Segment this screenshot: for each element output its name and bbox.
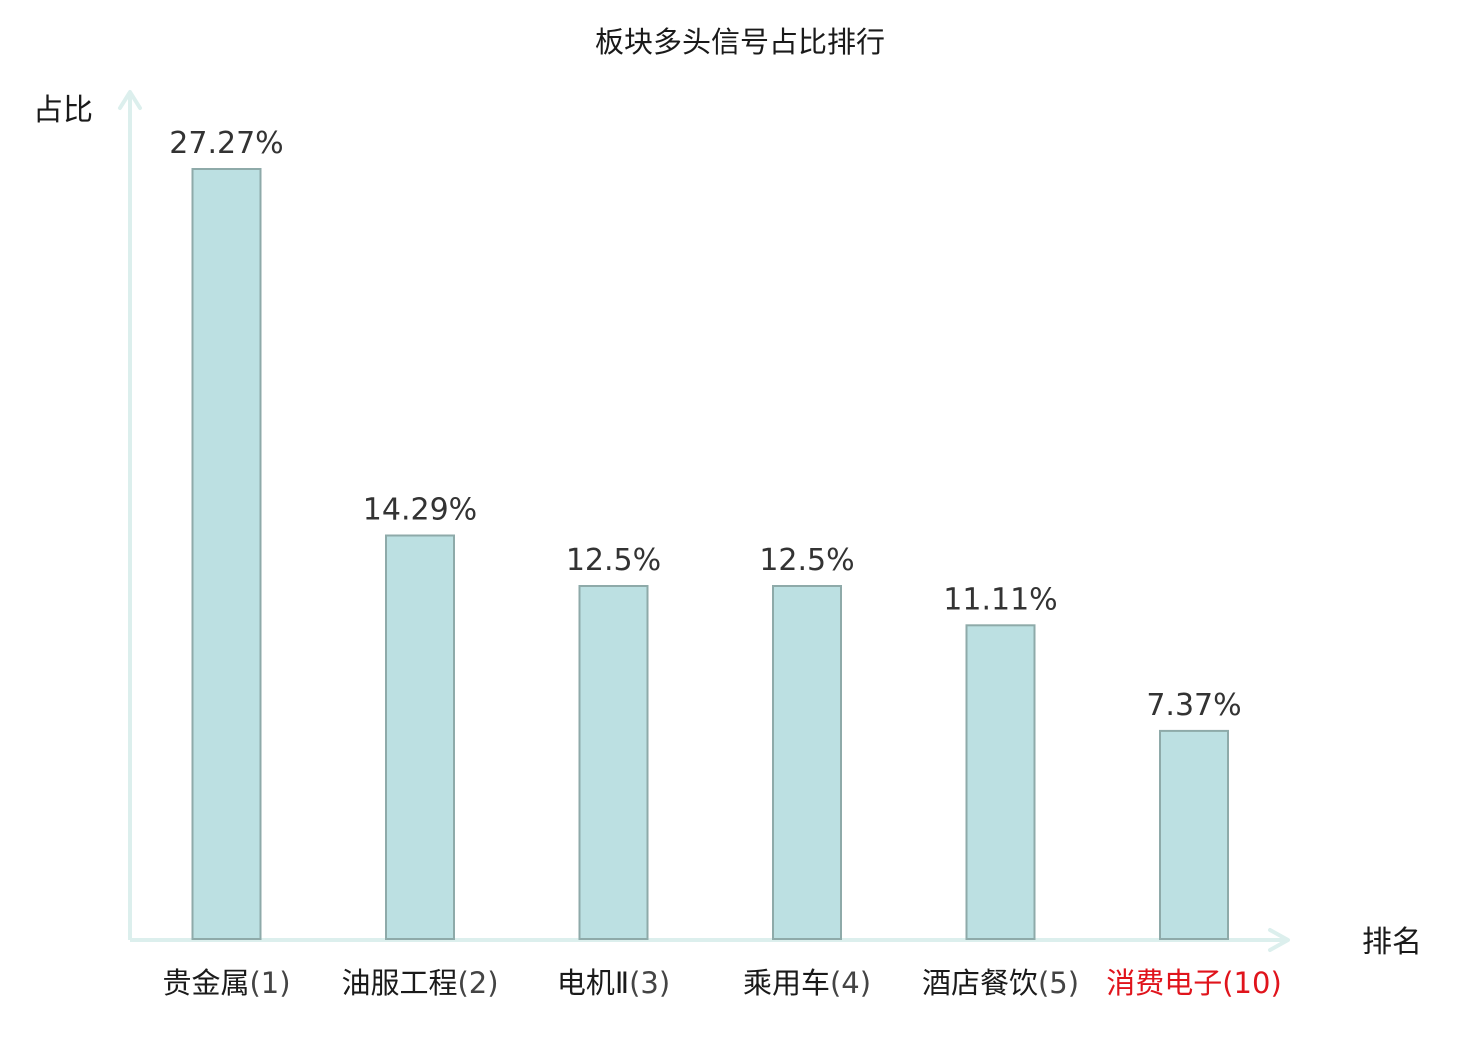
category-rank-3: (3): [629, 966, 670, 1000]
category-name-4: 乘用车: [743, 966, 830, 1000]
y-axis: 占比: [33, 90, 142, 940]
category-rank-5: (5): [1038, 966, 1079, 1000]
y-axis-label: 占比: [33, 93, 93, 128]
bar-6: [1159, 729, 1229, 941]
category-name-6: 消费电子: [1106, 966, 1222, 1000]
value-label-1: 27.27%: [169, 126, 283, 161]
value-label-3: 12.5%: [566, 543, 661, 578]
bar-2: [385, 534, 455, 940]
value-label-4: 12.5%: [759, 543, 854, 578]
category-label-3: 电机Ⅱ(3): [557, 966, 670, 1000]
bars-group: [191, 168, 1229, 941]
bar-3: [578, 585, 649, 940]
value-label-5: 11.11%: [943, 582, 1057, 617]
category-label-5: 酒店餐饮(5): [922, 966, 1079, 1000]
category-rank-4: (4): [830, 966, 871, 1000]
category-label-2: 油服工程(2): [341, 966, 498, 1000]
bar-5: [965, 624, 1036, 940]
category-name-3: 电机Ⅱ: [557, 966, 629, 1000]
value-label-2: 14.29%: [363, 493, 477, 528]
value-label-6: 7.37%: [1146, 688, 1241, 723]
category-name-2: 油服工程: [341, 966, 457, 1000]
category-labels-group: 贵金属(1) 油服工程(2) 电机Ⅱ(3) 乘用车(4) 酒店餐饮(5) 消费电子(10): [162, 966, 1281, 1000]
bar-1: [191, 168, 262, 940]
bar-4: [772, 585, 842, 940]
category-rank-1: (1): [249, 966, 290, 1000]
x-axis-arrow: [1268, 928, 1290, 952]
category-name-1: 贵金属: [162, 966, 249, 1000]
value-labels-group: 27.27% 14.29% 12.5% 12.5% 11.11% 7.37%: [169, 126, 1241, 723]
chart-title: 板块多头信号占比排行: [595, 25, 885, 59]
x-axis: 排名: [130, 925, 1422, 960]
category-label-1: 贵金属(1): [162, 966, 290, 1000]
y-axis-arrow: [118, 90, 142, 110]
category-name-5: 酒店餐饮: [922, 966, 1038, 1000]
category-rank-6: (10): [1222, 966, 1282, 1000]
category-label-4: 乘用车(4): [743, 966, 871, 1000]
category-label-6: 消费电子(10): [1106, 966, 1282, 1000]
x-axis-label: 排名: [1362, 925, 1422, 960]
category-rank-2: (2): [457, 966, 498, 1000]
